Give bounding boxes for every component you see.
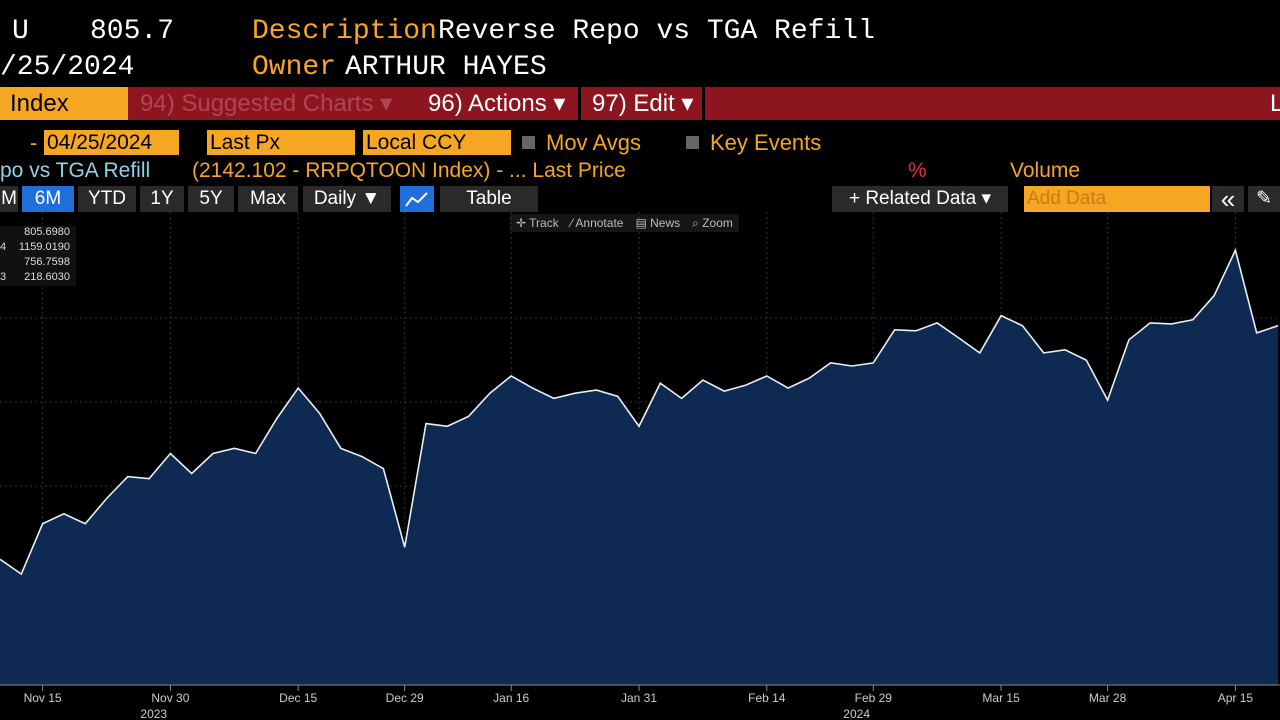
x-tick-label: Jan 31 [621,691,657,705]
range-button[interactable]: 5Y [188,186,234,212]
stats-box: 805.6980 4 1159.0190 756.7598 3 218.6030 [0,226,76,286]
menu-bar [0,87,1280,120]
x-tick-label: Feb 29 [855,691,893,705]
icon [405,192,428,207]
stat-row: 756.7598 [0,256,76,271]
owner-label: Owner [252,52,337,83]
tool[interactable]: ⌕ Zoom [692,216,733,230]
x-tick-label: Nov 15 [24,691,62,705]
range-button[interactable]: M [0,186,18,212]
pen[interactable]: ✎ [1248,186,1280,212]
table[interactable]: Table [440,186,538,212]
related[interactable]: + Related Data ▾ [832,186,1008,212]
range-button[interactable]: 6M [22,186,74,212]
dash: - [30,130,38,155]
sep [702,87,705,120]
stat-value: 1159.0190 [18,241,70,253]
tools: ✛ Track ⁄ Annotate ▤ News ⌕ Zoom [510,214,739,232]
area [0,250,1278,685]
tool[interactable]: ⁄ Annotate [570,216,624,230]
stat-value: 756.7598 [24,256,70,268]
range-button[interactable]: Max [238,186,298,212]
x-tick-label: Nov 30 [151,691,189,705]
x-tick-label: Dec 15 [279,691,317,705]
range-button[interactable]: 1Y [140,186,184,212]
series-name: po vs TGA Refill [0,159,151,182]
field[interactable]: Last Px [207,130,355,155]
stat-label: 3 [0,271,7,283]
mov-avgs[interactable]: Mov Avgs [546,130,641,155]
stat-row: 4 1159.0190 [0,241,76,256]
collapse[interactable]: « [1212,186,1244,212]
pct: % [908,159,927,182]
index-tab[interactable]: Index [0,87,128,120]
date: /25/2024 [0,52,135,83]
currency[interactable]: Local CCY [363,130,511,155]
menu-right: L [1270,90,1280,117]
year-label: 2023 [140,707,167,720]
stat-value: 805.6980 [24,226,70,238]
checkbox[interactable] [686,136,699,149]
chart-icon[interactable] [400,186,434,212]
price: 805.7 [90,16,175,47]
x-tick-label: Dec 29 [386,691,424,705]
security: (2142.102 - RRPQTOON Index) - ... Last P… [192,159,626,182]
desc: Reverse Repo vs TGA Refill [438,16,875,47]
tool[interactable]: ▤ News [635,216,681,230]
stat-value: 218.6030 [24,271,70,283]
checkbox[interactable] [522,136,535,149]
x-tick-label: Mar 28 [1089,691,1127,705]
volume: Volume [1010,159,1081,182]
stat-row: 805.6980 [0,226,76,241]
desc-label: Description [252,16,437,47]
sep [578,87,581,120]
actions[interactable]: 96) Actions ▾ [428,90,566,117]
line [0,247,1279,576]
ticker: U [12,16,29,47]
x-tick-label: Apr 15 [1218,691,1254,705]
key-events[interactable]: Key Events [710,130,822,155]
end-date[interactable]: 04/25/2024 [44,130,179,155]
x-tick-label: Feb 14 [748,691,786,705]
stat-row: 3 218.6030 [0,271,76,286]
edit[interactable]: 97) Edit ▾ [592,90,694,117]
x-tick-label: Mar 15 [982,691,1020,705]
stat-label: 4 [0,241,7,253]
chart: Nov 15 Nov 30 Dec 15 Dec 29 Jan 16 Jan 31 Feb … [0,212,1280,720]
x-tick-label: Jan 16 [493,691,529,705]
range-button[interactable]: YTD [78,186,136,212]
add-data[interactable]: Add Data [1024,186,1210,212]
tool[interactable]: ✛ Track [516,216,559,230]
year-label: 2024 [843,707,870,720]
suggested[interactable]: 94) Suggested Charts ▾ [140,90,393,117]
owner: ARTHUR HAYES [345,52,547,83]
frequency[interactable]: Daily ▼ [303,186,391,212]
